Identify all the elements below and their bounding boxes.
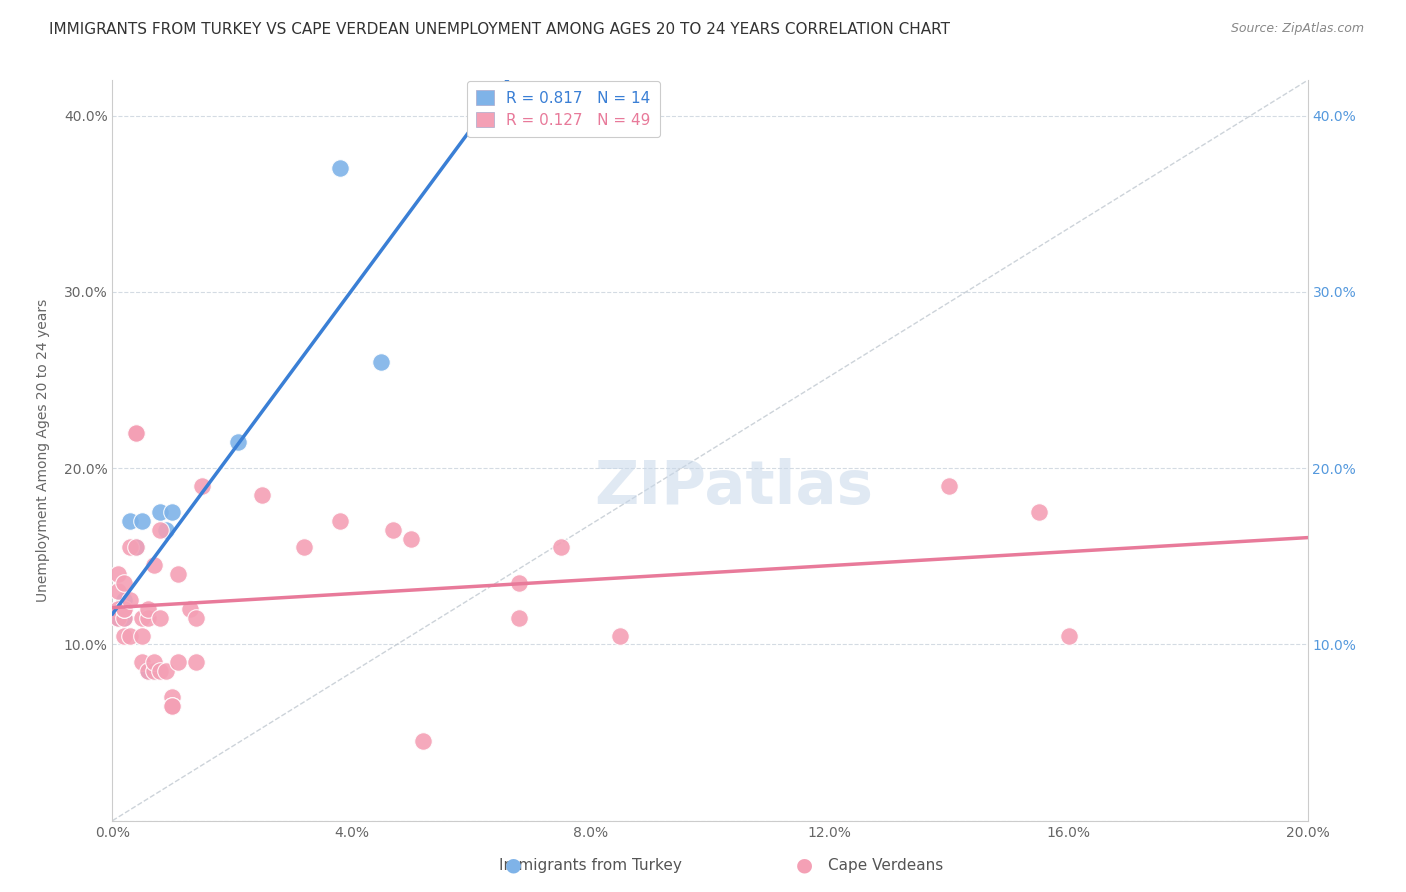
Point	[125, 425, 148, 440]
Text: Source: ZipAtlas.com: Source: ZipAtlas.com	[1230, 22, 1364, 36]
Point	[1028, 505, 1050, 519]
Y-axis label: Unemployment Among Ages 20 to 24 years: Unemployment Among Ages 20 to 24 years	[37, 299, 49, 602]
Point	[138, 611, 160, 625]
Point	[938, 479, 960, 493]
Point	[149, 523, 172, 537]
Point	[143, 558, 166, 572]
Point	[508, 611, 530, 625]
Point	[107, 611, 129, 625]
Point	[162, 690, 183, 705]
Text: ●: ●	[505, 855, 522, 875]
Point	[114, 593, 135, 607]
Point	[162, 699, 183, 714]
Point	[609, 628, 631, 642]
Point	[226, 434, 249, 449]
Point	[329, 514, 352, 528]
Point	[382, 523, 405, 537]
Point	[149, 505, 172, 519]
Point	[120, 628, 142, 642]
Point	[143, 655, 166, 669]
Point	[138, 664, 160, 678]
Legend: R = 0.817   N = 14, R = 0.127   N = 49: R = 0.817 N = 14, R = 0.127 N = 49	[467, 80, 659, 137]
Point	[131, 514, 153, 528]
Point	[250, 487, 273, 501]
Text: ●: ●	[796, 855, 813, 875]
Text: ZIPatlas: ZIPatlas	[595, 458, 873, 517]
Point	[114, 611, 135, 625]
Point	[186, 655, 208, 669]
Point	[114, 611, 135, 625]
Point	[114, 575, 135, 590]
Point	[107, 611, 129, 625]
Point	[120, 514, 142, 528]
Point	[149, 664, 172, 678]
Point	[162, 699, 183, 714]
Point	[125, 541, 148, 555]
Point	[412, 734, 434, 748]
Text: Cape Verdeans: Cape Verdeans	[828, 858, 943, 872]
Point	[155, 523, 177, 537]
Point	[292, 541, 315, 555]
Point	[138, 602, 160, 616]
Point	[120, 593, 142, 607]
Point	[167, 566, 190, 581]
Point	[401, 532, 423, 546]
Point	[550, 541, 572, 555]
Text: Immigrants from Turkey: Immigrants from Turkey	[499, 858, 682, 872]
Point	[162, 505, 183, 519]
Point	[125, 541, 148, 555]
Point	[131, 655, 153, 669]
Point	[143, 664, 166, 678]
Point	[191, 479, 214, 493]
Point	[107, 602, 129, 616]
Text: IMMIGRANTS FROM TURKEY VS CAPE VERDEAN UNEMPLOYMENT AMONG AGES 20 TO 24 YEARS CO: IMMIGRANTS FROM TURKEY VS CAPE VERDEAN U…	[49, 22, 950, 37]
Point	[329, 161, 352, 176]
Point	[167, 655, 190, 669]
Point	[370, 355, 392, 369]
Point	[179, 602, 201, 616]
Point	[186, 611, 208, 625]
Point	[143, 664, 166, 678]
Point	[508, 575, 530, 590]
Point	[107, 584, 129, 599]
Point	[120, 541, 142, 555]
Point	[107, 566, 129, 581]
Point	[138, 664, 160, 678]
Point	[149, 611, 172, 625]
Point	[1057, 628, 1080, 642]
Point	[114, 602, 135, 616]
Point	[114, 628, 135, 642]
Point	[125, 425, 148, 440]
Point	[131, 628, 153, 642]
Point	[114, 602, 135, 616]
Point	[131, 611, 153, 625]
Point	[155, 664, 177, 678]
